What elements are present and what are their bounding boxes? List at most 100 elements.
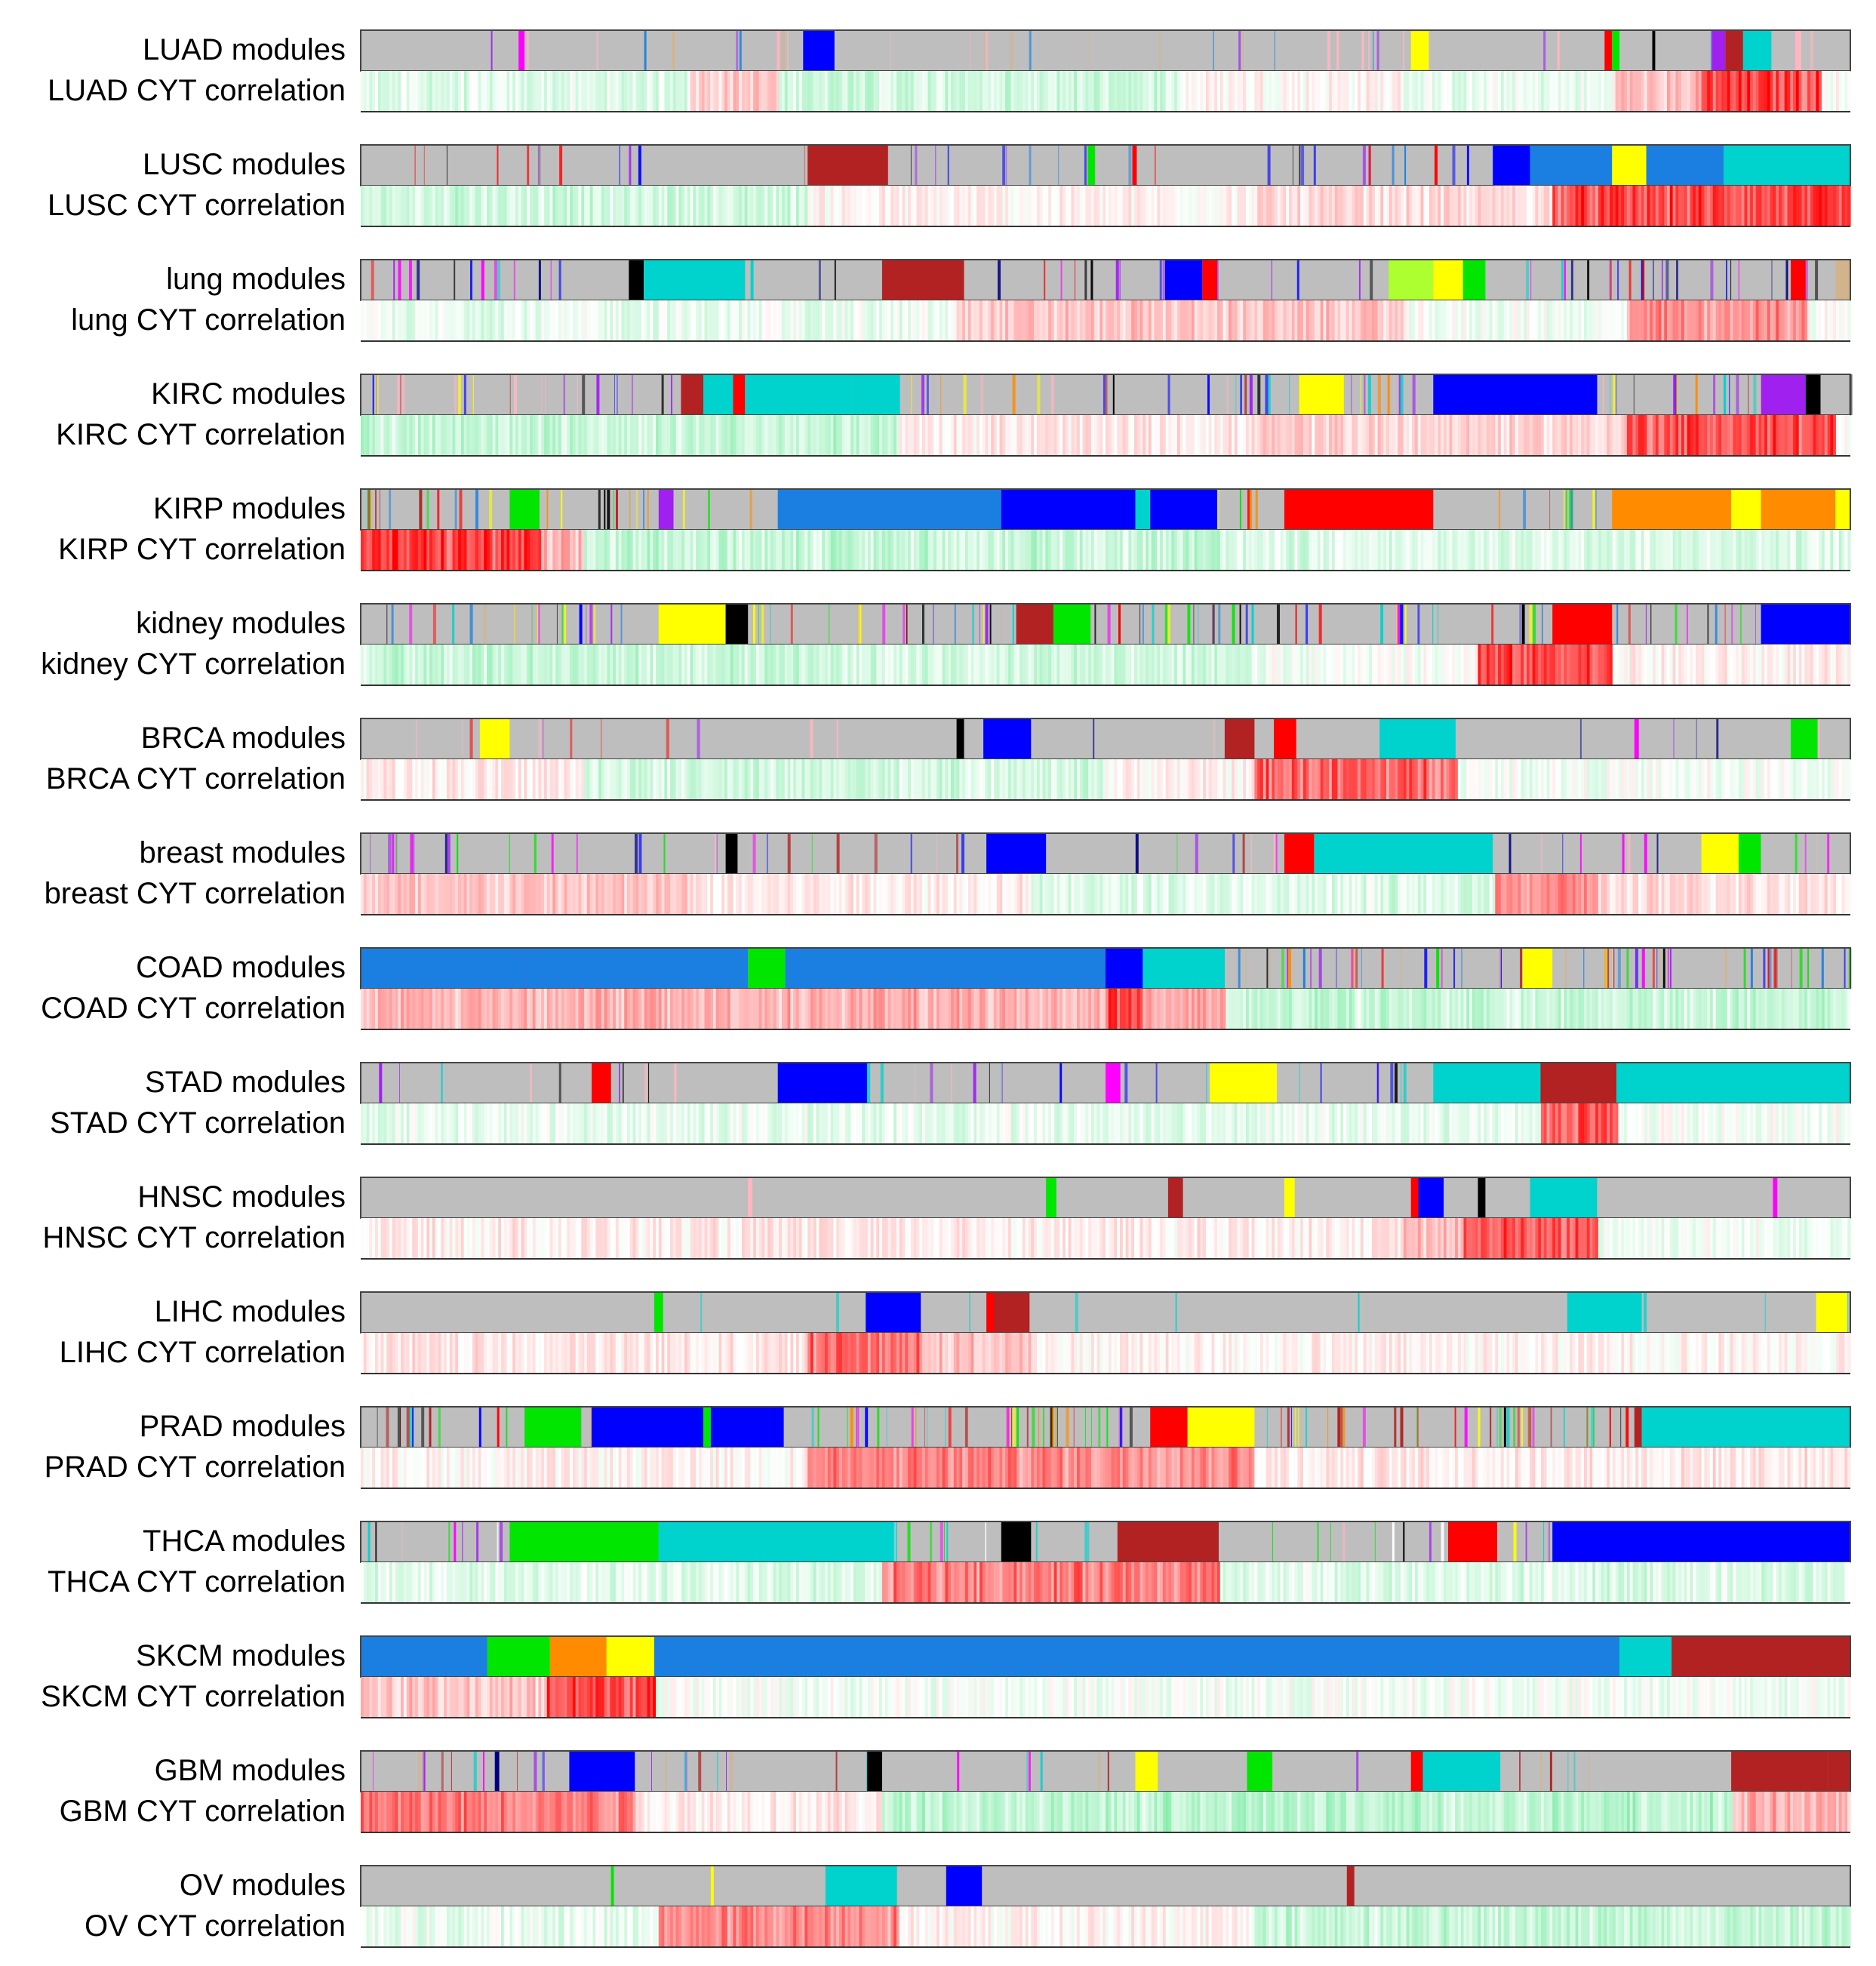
- module-stripe: [1281, 948, 1285, 989]
- cyt-correlation-cell: [1744, 300, 1748, 341]
- cyt-correlation-cell: [747, 530, 751, 571]
- cyt-correlation-cell: [438, 645, 441, 685]
- cyt-correlation-cell: [1016, 645, 1020, 685]
- module-block-red: [1791, 260, 1806, 300]
- cyt-correlation-cell: [1160, 415, 1164, 456]
- cyt-correlation-cell: [1340, 71, 1344, 112]
- cyt-correlation-cell: [1412, 300, 1416, 341]
- cyt-correlation-cell: [524, 759, 527, 800]
- cyt-correlation-cell: [1575, 530, 1579, 571]
- cyt-correlation-cell: [985, 874, 989, 915]
- cyt-correlation-cell: [939, 186, 943, 226]
- cyt-correlation-cell: [715, 71, 720, 112]
- cyt-correlation-cell: [567, 186, 570, 226]
- cyt-correlation-cell: [1484, 415, 1487, 456]
- cyt-correlation-cell: [1406, 186, 1410, 226]
- cyt-correlation-cell: [1297, 186, 1301, 226]
- cyt-correlation-cell: [850, 415, 854, 456]
- cyt-correlation-cell: [1189, 300, 1192, 341]
- cyt-correlation-cell: [1836, 186, 1840, 226]
- cyt-correlation-cell: [1584, 71, 1588, 112]
- module-stripe: [1358, 260, 1361, 300]
- cyt-correlation-cell: [1604, 645, 1607, 685]
- cyt-correlation-cell: [1412, 759, 1416, 800]
- cyt-correlation-cell: [1693, 415, 1696, 456]
- cyt-correlation-cell: [492, 71, 496, 112]
- cyt-correlation-cell: [484, 300, 487, 341]
- cyt-correlation-cell: [1045, 874, 1049, 915]
- cyt-correlation-cell: [584, 874, 588, 915]
- cyt-correlation-cell: [1607, 874, 1610, 915]
- cyt-correlation-cell: [1106, 415, 1109, 456]
- cyt-correlation-cell: [890, 874, 894, 915]
- cyt-correlation-cell: [361, 71, 364, 112]
- cyt-correlation-cell: [1103, 300, 1106, 341]
- cyt-correlation-cell: [784, 874, 789, 915]
- cyt-correlation-cell: [1500, 874, 1505, 915]
- cyt-correlation-cell: [1088, 186, 1092, 226]
- cyt-correlation-cell: [1830, 300, 1834, 341]
- cyt-correlation-cell: [773, 645, 777, 685]
- cyt-correlation-cell: [469, 300, 473, 341]
- cyt-correlation-cell: [733, 300, 737, 341]
- cyt-correlation-cell: [1122, 186, 1127, 226]
- cyt-correlation-cell: [1294, 645, 1298, 685]
- module-stripe: [1245, 604, 1248, 645]
- cyt-correlation-cell: [1277, 71, 1281, 112]
- cyt-correlation-cell: [1727, 759, 1731, 800]
- cyt-correlation-cell: [1139, 874, 1143, 915]
- cyt-correlation-cell: [1827, 874, 1831, 915]
- cyt-correlation-cell: [420, 874, 425, 915]
- cyt-correlation-cell: [1053, 71, 1058, 112]
- cyt-correlation-cell: [896, 759, 900, 800]
- module-stripe: [836, 718, 838, 759]
- cyt-correlation-cell: [1779, 300, 1782, 341]
- module-stripe: [375, 489, 377, 530]
- cyt-correlation-cell: [613, 530, 617, 571]
- cyt-correlation-cell: [1509, 300, 1513, 341]
- cyt-correlation-cell: [607, 530, 610, 571]
- cyt-correlation-cell: [1555, 645, 1559, 685]
- cyt-correlation-cell: [1595, 186, 1599, 226]
- cyt-correlation-cell: [1572, 645, 1576, 685]
- cyt-correlation-cell: [1693, 71, 1696, 112]
- cyt-correlation-cell: [1612, 874, 1616, 915]
- cyt-correlation-cell: [1366, 645, 1370, 685]
- cyt-correlation-cell: [1435, 530, 1438, 571]
- module-stripe: [818, 260, 821, 300]
- cyt-correlation-cell: [584, 415, 588, 456]
- cyt-correlation-cell: [1478, 186, 1481, 226]
- cyt-correlation-cell: [1085, 186, 1089, 226]
- cyt-correlation-cell: [463, 645, 468, 685]
- cyt-correlation-cell: [1275, 300, 1278, 341]
- cyt-correlation-cell: [638, 300, 642, 341]
- cyt-correlation-cell: [469, 645, 473, 685]
- cyt-correlation-cell: [446, 530, 451, 571]
- cyt-correlation-cell: [1535, 530, 1539, 571]
- cyt-correlation-cell: [1154, 300, 1158, 341]
- cyt-correlation-cell: [650, 415, 654, 456]
- cyt-correlation-cell: [1415, 186, 1419, 226]
- cyt-correlation-cell: [1426, 186, 1430, 226]
- cyt-correlation-cell: [710, 530, 714, 571]
- cyt-correlation-cell: [1795, 415, 1800, 456]
- cyt-correlation-cell: [575, 186, 580, 226]
- cyt-correlation-cell: [681, 874, 685, 915]
- cyt-correlation-cell: [1626, 186, 1631, 226]
- cyt-correlation-cell: [996, 759, 1001, 800]
- cyt-correlation-cell: [661, 645, 665, 685]
- cyt-correlation-cell: [1128, 874, 1132, 915]
- cyt-correlation-cell: [644, 300, 648, 341]
- cyt-correlation-cell: [589, 300, 594, 341]
- cyt-correlation-cell: [1446, 874, 1450, 915]
- cyt-correlation-cell: [881, 759, 886, 800]
- cyt-correlation-cell: [796, 530, 800, 571]
- cyt-correlation-cell: [773, 874, 777, 915]
- cyt-correlation-cell: [1194, 300, 1198, 341]
- cyt-correlation-cell: [1598, 300, 1602, 341]
- module-stripe: [926, 374, 929, 415]
- cyt-correlation-cell: [664, 759, 668, 800]
- cyt-correlation-cell: [592, 186, 596, 226]
- cyt-correlation-cell: [1323, 759, 1327, 800]
- cyt-correlation-cell: [1374, 71, 1379, 112]
